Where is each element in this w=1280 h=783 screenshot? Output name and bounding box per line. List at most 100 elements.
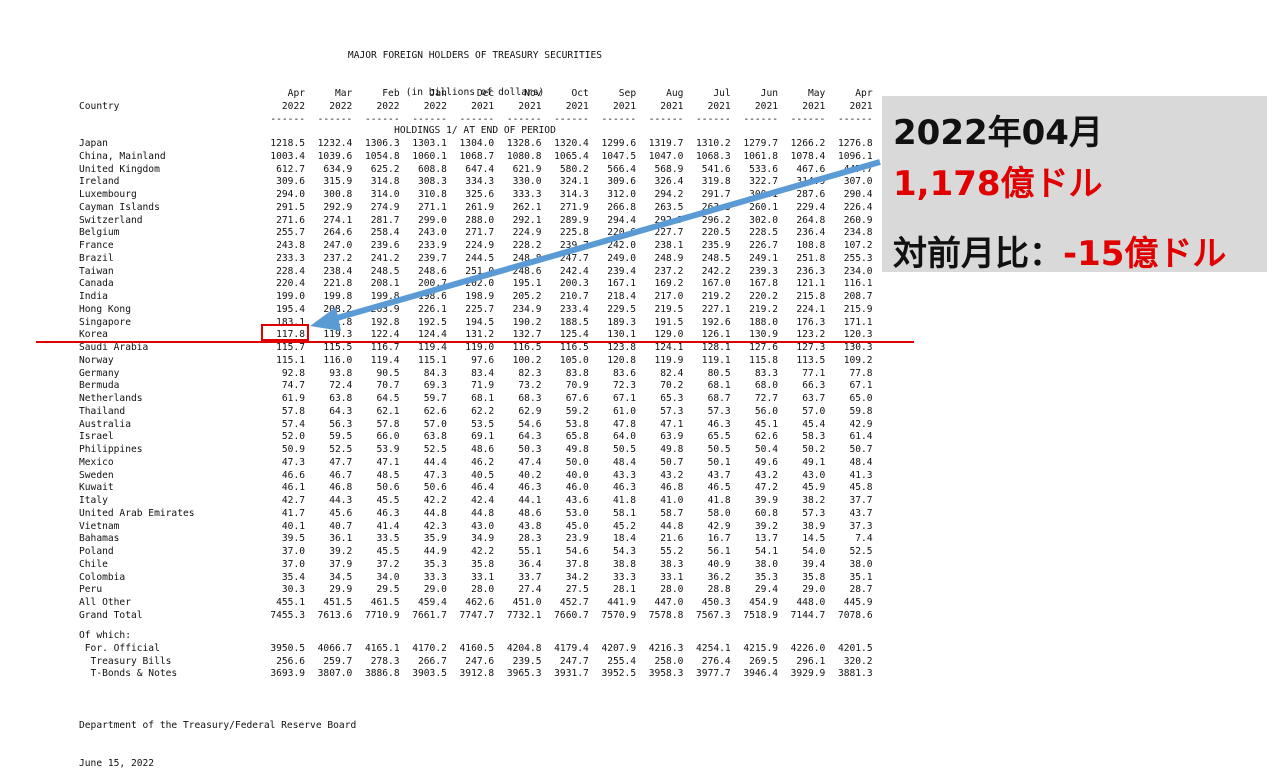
cell-value: 249.0 — [607, 252, 637, 264]
country-name: Grand Total — [79, 609, 143, 621]
cell-value: 18.4 — [612, 533, 637, 545]
cell-value: 249.1 — [749, 252, 778, 264]
country-name: Philippines — [79, 444, 143, 455]
annotation-period: 2022年04月 — [893, 113, 1103, 153]
cell-value: 1061.8 — [743, 150, 778, 162]
cell-value: 281.7 — [370, 214, 400, 226]
cell-value: 608.8 — [418, 163, 447, 175]
cell-value: 46.8 — [660, 482, 684, 494]
cell-value: 3950.5 — [270, 642, 305, 654]
cell-value: 124.4 — [418, 329, 447, 341]
cell-value: 116.5 — [559, 342, 589, 353]
country-name: Sweden — [79, 469, 114, 481]
cell-value: 258.0 — [654, 655, 684, 667]
cell-value: 308.3 — [418, 176, 447, 188]
report-date: June 15, 2022 — [79, 757, 155, 769]
cell-value: 4207.9 — [601, 642, 637, 654]
annotation-amount: 1,178億ドル — [893, 164, 1103, 204]
column-year: 2021 — [754, 100, 778, 112]
cell-value: 52.5 — [849, 546, 873, 557]
cell-value: 39.9 — [754, 495, 778, 506]
cell-value: 219.2 — [749, 303, 778, 315]
korea-underline — [36, 341, 914, 343]
cell-value: 1047.0 — [648, 150, 684, 162]
cell-value: 56.0 — [754, 405, 778, 417]
cell-value: 1078.4 — [790, 150, 826, 162]
cell-value: 40.1 — [281, 520, 305, 532]
table-row: Kuwait 46.1 46.8 50.6 50.6 46.4 46.3 46.0 46.3 46… — [79, 482, 879, 495]
source-line: Department of the Treasury/Federal Reser… — [79, 719, 357, 731]
cell-value: 119.4 — [370, 354, 400, 366]
cell-value: 92.8 — [281, 367, 305, 379]
cell-value: 450.3 — [701, 597, 731, 608]
cell-value: 194.5 — [465, 316, 495, 328]
cell-value: 234.9 — [512, 303, 542, 315]
cell-value: 50.5 — [612, 444, 637, 455]
cell-value: 239.5 — [512, 655, 542, 667]
cell-value: 247.7 — [559, 252, 589, 264]
country-name: Luxembourg — [79, 189, 137, 200]
cell-value: 38.0 — [754, 558, 778, 570]
arrow-head — [310, 307, 341, 331]
cell-value: 215.8 — [796, 291, 826, 302]
cell-value: 123.2 — [796, 329, 826, 341]
cell-value: 226.7 — [749, 240, 778, 251]
of-which-row: For. Official 3950.5 4066.7 4165.1 4170.2 416… — [79, 643, 879, 656]
cell-value: 309.6 — [276, 176, 305, 188]
cell-value: 3946.4 — [743, 668, 778, 680]
cell-value: 53.8 — [565, 418, 589, 430]
cell-value: 64.3 — [329, 405, 353, 417]
cell-value: 225.7 — [465, 303, 495, 315]
cell-value: 228.5 — [749, 227, 778, 239]
cell-value: 238.1 — [654, 240, 684, 251]
cell-value: 43.3 — [612, 469, 637, 481]
cell-value: 462.6 — [465, 597, 495, 608]
country-name: Vietnam — [79, 520, 120, 532]
cell-value: 46.3 — [376, 507, 400, 519]
cell-value: 294.4 — [607, 214, 637, 226]
cell-value: 314.0 — [370, 189, 400, 200]
cell-value: 4066.7 — [317, 642, 353, 654]
korea-highlight-box — [261, 324, 309, 341]
table-row: Italy 42.7 44.3 45.5 42.2 42.4 44.1 43.6 41.8 41.… — [79, 495, 879, 508]
cell-value: 236.3 — [796, 265, 826, 277]
table-row: Vietnam 40.1 40.7 41.4 42.3 43.0 43.8 45.0 45.2 4… — [79, 521, 879, 534]
cell-value: 271.9 — [559, 201, 589, 213]
cell-value: 46.3 — [518, 482, 542, 494]
column-year: 2021 — [612, 100, 637, 112]
cell-value: 44.1 — [518, 495, 542, 506]
country-name: Norway — [79, 354, 114, 366]
cell-value: 315.9 — [323, 176, 353, 188]
cell-value: 278.3 — [370, 655, 400, 667]
column-rule: ------ — [364, 113, 400, 125]
cell-value: 288.0 — [465, 214, 495, 226]
cell-value: 203.9 — [370, 303, 400, 315]
cell-value: 310.8 — [418, 189, 447, 200]
cell-value: 59.2 — [565, 405, 589, 417]
cell-value: 1304.0 — [459, 138, 495, 149]
cell-value: 33.7 — [518, 571, 542, 583]
cell-value: 40.7 — [329, 520, 353, 532]
cell-value: 1096.1 — [837, 150, 873, 162]
cell-value: 127.3 — [796, 342, 826, 353]
cell-value: 37.8 — [565, 558, 589, 570]
cell-value: 224.9 — [512, 227, 542, 239]
cell-value: 320.2 — [843, 655, 873, 667]
cell-value: 45.9 — [802, 482, 826, 494]
cell-value: 234.8 — [843, 227, 873, 239]
cell-value: 300.8 — [323, 189, 353, 200]
cell-value: 237.2 — [654, 265, 684, 277]
table-row: Switzerland 271.6 274.1 281.7 299.0 288.0 292.… — [79, 215, 879, 228]
country-name: Thailand — [79, 405, 126, 417]
cell-value: 451.0 — [512, 597, 542, 608]
of-which-row: T-Bonds & Notes 3693.9 3807.0 3886.8 3903.5 3… — [79, 668, 879, 681]
cell-value: 33.5 — [376, 533, 400, 545]
column-month: Apr — [855, 88, 873, 99]
cell-value: 49.6 — [754, 456, 778, 468]
cell-value: 3931.7 — [554, 668, 589, 680]
table-row: Peru 30.3 29.9 29.5 29.0 28.0 27.4 27.5 28.1 28.0… — [79, 584, 879, 597]
cell-value: 39.2 — [329, 546, 353, 557]
cell-value: 52.5 — [329, 444, 353, 455]
cell-value: 330.0 — [512, 176, 542, 188]
cell-value: 58.7 — [660, 507, 684, 519]
